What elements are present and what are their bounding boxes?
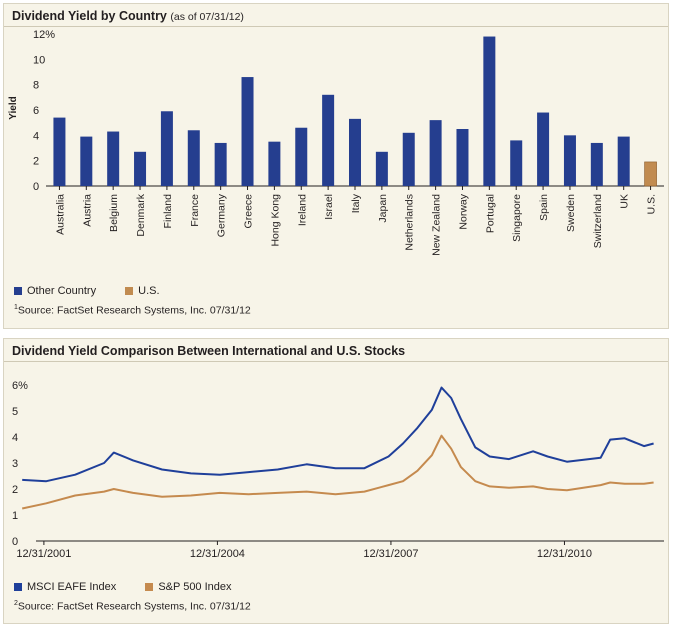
bar-belgium	[107, 131, 120, 186]
x-label-ireland: Ireland	[296, 194, 308, 226]
legend-msci-eafe: MSCI EAFE Index	[14, 581, 116, 593]
chart2-x-tick-label: 12/31/2007	[363, 548, 418, 560]
chart1-y-tick-label: 0	[33, 181, 39, 193]
x-label-greece: Greece	[243, 194, 255, 229]
chart1-y-tick-label: 8	[33, 80, 39, 92]
chart1-y-tick-label: 4	[33, 130, 39, 142]
bar-uk	[617, 136, 630, 186]
chart2-title: Dividend Yield Comparison Between Intern…	[12, 344, 406, 358]
country-yield-bar-chart: 0 2 4 6 8 10 12% Yield Australia Austria Belgium De…	[8, 29, 664, 256]
legend-label-sp500: S&P 500 Index	[158, 581, 232, 593]
chart1-source-footnote-mark: 1	[14, 304, 18, 311]
chart2-legend: MSCI EAFE Index S&P 500 Index	[14, 581, 258, 594]
msci-eafe-line	[22, 386, 654, 483]
x-label-denmark: Denmark	[135, 193, 147, 236]
chart1-y-tick-label: 12%	[33, 29, 55, 41]
x-label-sweden: Sweden	[565, 194, 577, 232]
chart2-source-note: 2Source: FactSet Research Systems, Inc. …	[14, 600, 251, 613]
chart1-y-tick-label: 2	[33, 156, 39, 168]
bar-spain	[537, 112, 550, 186]
chart1-subtitle: (as of 07/31/12)	[170, 11, 244, 23]
bar-japan	[375, 151, 388, 186]
bar-greece	[241, 77, 254, 186]
chart2-x-tick-label: 12/31/2001	[16, 548, 71, 560]
x-label-singapore: Singapore	[511, 194, 523, 242]
chart1-title: Dividend Yield by Country (as of 07/31/1…	[12, 9, 244, 23]
chart1-title-divider	[4, 26, 668, 27]
chart2-y-tick-label: 3	[12, 458, 18, 470]
bar-portugal	[483, 36, 496, 187]
x-label-norway: Norway	[457, 193, 469, 229]
bar-ireland	[295, 127, 308, 186]
legend-sp500: S&P 500 Index	[145, 581, 232, 593]
dividend-yield-by-country-panel: Dividend Yield by Country (as of 07/31/1…	[3, 3, 669, 329]
chart2-y-tick-label: 4	[12, 432, 18, 444]
x-label-new-zealand: New Zealand	[431, 194, 443, 256]
chart1-legend: Other Country U.S.	[14, 285, 186, 298]
bar-switzerland	[590, 142, 603, 186]
x-label-italy: Italy	[350, 193, 362, 213]
legend-swatch-msci-eafe	[14, 583, 22, 591]
bar-israel	[322, 94, 335, 186]
x-label-france: France	[189, 194, 201, 227]
x-label-switzerland: Switzerland	[592, 194, 604, 248]
chart2-source-footnote-mark: 2	[14, 600, 18, 607]
x-label-belgium: Belgium	[108, 194, 120, 232]
chart2-y-tick-label: 1	[12, 510, 18, 522]
bar-denmark	[134, 151, 147, 186]
bar-france	[187, 130, 200, 186]
x-label-austria: Austria	[81, 194, 93, 227]
x-label-australia: Australia	[54, 194, 66, 235]
legend-swatch-us	[125, 287, 134, 295]
bar-austria	[80, 136, 93, 186]
bar-italy	[349, 118, 361, 186]
bar-australia	[53, 117, 66, 186]
x-label-finland: Finland	[162, 194, 174, 229]
chart2-title-divider	[4, 361, 668, 362]
bar-finland	[160, 111, 173, 186]
chart1-y-tick-label: 6	[33, 105, 39, 117]
legend-label-us: U.S.	[138, 285, 160, 297]
bar-new-zealand	[429, 120, 442, 186]
legend-swatch-sp500	[145, 583, 154, 591]
bar-norway	[456, 129, 469, 186]
yield-comparison-line-chart: 0 1 2 3 4 5 6% 12/31/2001 12/31/2004 12/31/2007 12…	[12, 380, 664, 560]
legend-label-msci-eafe: MSCI EAFE Index	[27, 581, 117, 593]
chart2-x-tick-label: 12/31/2010	[537, 548, 592, 560]
x-label-spain: Spain	[538, 194, 550, 221]
x-label-netherlands: Netherlands	[404, 194, 416, 251]
chart1-y-tick-label: 10	[33, 54, 45, 66]
x-label-germany: Germany	[216, 193, 228, 237]
x-label-uk: UK	[619, 194, 631, 209]
bar-hong-kong	[268, 141, 281, 186]
chart1-source-text: Source: FactSet Research Systems, Inc. 0…	[17, 304, 251, 317]
chart2-x-tick-label: 12/31/2004	[190, 548, 245, 560]
yield-comparison-panel: Dividend Yield Comparison Between Intern…	[3, 338, 669, 624]
x-label-u-s: U.S.	[646, 194, 658, 214]
bar-u-s	[644, 161, 657, 187]
chart2-y-tick-label: 0	[12, 536, 18, 548]
bar-germany	[214, 142, 227, 186]
sp500-line	[21, 434, 654, 510]
legend-other-country: Other Country	[14, 285, 96, 297]
bar-netherlands	[402, 132, 415, 186]
bar-singapore	[510, 140, 523, 186]
chart2-y-tick-label: 2	[12, 484, 18, 496]
bar-sweden	[563, 135, 576, 186]
x-label-portugal: Portugal	[484, 194, 496, 233]
chart2-y-tick-label: 6%	[12, 380, 28, 392]
legend-us: U.S.	[125, 285, 160, 297]
chart1-source-note: 1Source: FactSet Research Systems, Inc. …	[14, 304, 251, 317]
x-label-japan: Japan	[377, 194, 389, 223]
legend-label-other-country: Other Country	[27, 285, 97, 297]
chart1-y-axis-label: Yield	[8, 96, 19, 120]
chart2-source-text: Source: FactSet Research Systems, Inc. 0…	[17, 600, 251, 613]
chart2-y-tick-label: 5	[12, 406, 18, 418]
legend-swatch-other-country	[14, 287, 22, 295]
x-label-hong-kong: Hong Kong	[269, 194, 281, 247]
x-label-israel: Israel	[323, 194, 335, 220]
